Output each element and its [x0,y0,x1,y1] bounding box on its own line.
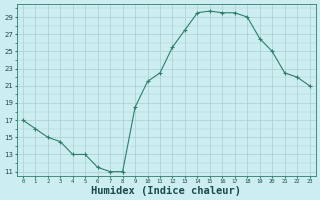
X-axis label: Humidex (Indice chaleur): Humidex (Indice chaleur) [91,186,241,196]
